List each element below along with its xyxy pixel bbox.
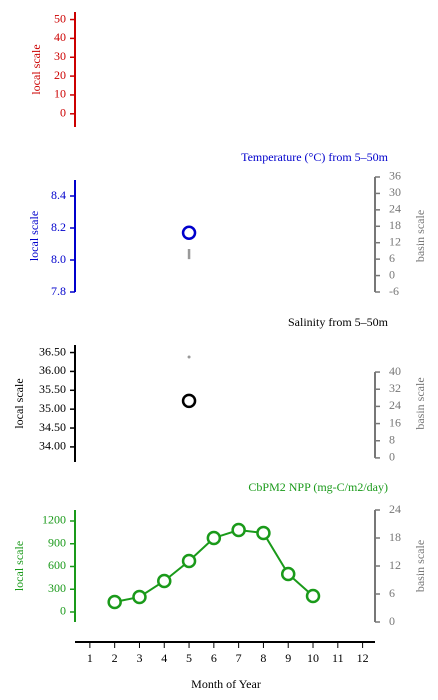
point — [132, 589, 147, 605]
y-axis-label: local scale — [27, 211, 41, 261]
y2-tick-label: 12 — [389, 234, 401, 248]
y2-tick-label: 36 — [389, 169, 401, 183]
y2-tick-label: 24 — [389, 202, 401, 216]
basin-point — [187, 355, 191, 359]
panel-title: Temperature (°C) from 5–50m — [241, 150, 389, 164]
y-tick-label: 900 — [48, 535, 66, 549]
y2-tick-label: 16 — [389, 415, 401, 429]
y2-tick-label: 18 — [389, 530, 401, 544]
panel-title: CbPM2 NPP (mg-C/m2/day) — [248, 480, 388, 494]
y-tick-label: 35.00 — [39, 401, 66, 415]
point — [181, 225, 197, 241]
x-tick-label: 5 — [186, 651, 192, 665]
y-tick-label: 20 — [54, 68, 66, 82]
x-tick-label: 8 — [260, 651, 266, 665]
y2-tick-label: 6 — [389, 586, 395, 600]
panel-title: Salinity from 5–50m — [288, 315, 389, 329]
y2-axis-label: basin scale — [413, 377, 427, 429]
x-tick-label: 9 — [285, 651, 291, 665]
y-tick-label: 50 — [54, 11, 66, 25]
x-tick-label: 3 — [136, 651, 142, 665]
y2-tick-label: 18 — [389, 218, 401, 232]
y-tick-label: 7.8 — [51, 284, 66, 298]
y-axis-label: local scale — [12, 541, 26, 591]
y2-tick-label: 12 — [389, 558, 401, 572]
y-tick-label: 35.50 — [39, 382, 66, 396]
y-tick-label: 8.4 — [51, 188, 66, 202]
x-tick-label: 1 — [87, 651, 93, 665]
y-tick-label: 34.00 — [39, 439, 66, 453]
y-tick-label: 8.2 — [51, 220, 66, 234]
y2-tick-label: 0 — [389, 450, 395, 464]
y2-tick-label: 32 — [389, 381, 401, 395]
y2-axis-label: basin scale — [413, 540, 427, 592]
point — [231, 522, 246, 538]
x-tick-label: 11 — [332, 651, 344, 665]
y-tick-label: 36.00 — [39, 363, 66, 377]
y2-tick-label: 8 — [389, 432, 395, 446]
y2-tick-label: 6 — [389, 251, 395, 265]
point — [305, 588, 321, 604]
y2-tick-label: 24 — [389, 398, 401, 412]
y2-tick-label: 0 — [389, 267, 395, 281]
y-tick-label: 10 — [54, 87, 66, 101]
y2-axis-label: basin scale — [413, 210, 427, 262]
x-tick-label: 4 — [161, 651, 167, 665]
x-tick-label: 12 — [357, 651, 369, 665]
x-axis-label: Month of Year — [191, 677, 261, 691]
x-tick-label: 10 — [307, 651, 319, 665]
x-tick-label: 6 — [211, 651, 217, 665]
y2-tick-label: 0 — [389, 614, 395, 628]
y-tick-label: 30 — [54, 49, 66, 63]
x-tick-label: 7 — [236, 651, 242, 665]
point — [107, 594, 122, 610]
point — [181, 393, 197, 409]
point — [206, 530, 222, 546]
y-tick-label: 36.50 — [39, 344, 66, 358]
y2-tick-label: 40 — [389, 364, 401, 378]
y-tick-label: 300 — [48, 581, 66, 595]
y2-tick-label: 24 — [389, 502, 401, 516]
y-tick-label: 0 — [60, 604, 66, 618]
x-tick-label: 2 — [112, 651, 118, 665]
y-tick-label: 8.0 — [51, 252, 66, 266]
y-tick-label: 34.50 — [39, 420, 66, 434]
y-tick-label: 40 — [54, 30, 66, 44]
point — [157, 573, 172, 589]
y-tick-label: 1200 — [42, 513, 66, 527]
point — [181, 553, 197, 569]
point — [256, 525, 271, 541]
point — [280, 566, 296, 582]
y2-tick-label: -6 — [389, 284, 399, 298]
y-tick-label: 0 — [60, 106, 66, 120]
y-axis-label: local scale — [29, 44, 43, 94]
y-tick-label: 600 — [48, 558, 66, 572]
y2-tick-label: 30 — [389, 185, 401, 199]
y-axis-label: local scale — [12, 378, 26, 428]
